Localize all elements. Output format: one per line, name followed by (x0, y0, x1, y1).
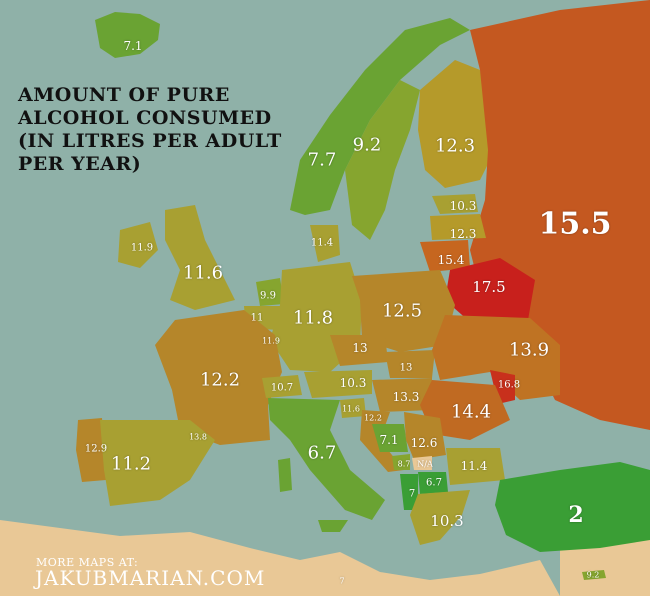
label-switzerland: 10.7 (270, 382, 294, 394)
label-romania: 14.4 (450, 401, 492, 423)
label-slovenia: 11.6 (342, 404, 360, 414)
turkey-shape (495, 462, 650, 552)
greece-shape (410, 490, 470, 545)
label-netherlands: 9.9 (260, 290, 276, 302)
label-norway: 7.7 (307, 149, 337, 171)
label-spain: 11.2 (110, 453, 152, 475)
label-croatia: 12.2 (364, 413, 382, 423)
slovenia-shape (340, 398, 366, 418)
label-germany: 11.8 (292, 307, 334, 329)
serbia-shape (404, 412, 446, 460)
footer-website-link[interactable]: jakubmarian.com (35, 566, 266, 590)
label-montenegro: 8.7 (397, 459, 411, 469)
label-belgium: 11 (250, 312, 264, 324)
label-albania: 7 (408, 488, 416, 500)
ukraine-shape (432, 315, 560, 400)
bosnia-shape (372, 424, 408, 452)
label-malta: 7 (339, 576, 345, 586)
estonia-shape (432, 194, 478, 214)
label-macedonia: 6.7 (426, 477, 442, 489)
label-denmark: 11.4 (310, 237, 334, 249)
montenegro-shape (392, 454, 410, 470)
label-estonia: 10.3 (449, 199, 477, 213)
label-bulgaria: 11.4 (460, 459, 488, 473)
label-greece: 10.3 (430, 512, 464, 530)
romania-shape (420, 380, 510, 440)
iceland-shape (95, 12, 160, 58)
united-kingdom-shape (165, 205, 235, 310)
label-andorra: 13.8 (189, 432, 207, 442)
label-finland: 12.3 (434, 135, 476, 157)
netherlands-shape (256, 278, 284, 306)
map-title: Amount of pure alcohol consumed (in litr… (18, 84, 318, 176)
label-latvia: 12.3 (449, 227, 477, 241)
hungary-shape (372, 378, 432, 412)
label-portugal: 12.9 (84, 443, 108, 455)
label-lithuania: 15.4 (437, 253, 465, 267)
label-ireland: 11.9 (130, 242, 154, 254)
title-line-2: alcohol consumed (18, 107, 272, 129)
switzerland-shape (262, 375, 302, 398)
portugal-shape (76, 418, 106, 482)
lithuania-shape (420, 240, 470, 272)
label-serbia: 12.6 (410, 436, 438, 450)
label-italy: 6.7 (307, 442, 337, 464)
bulgaria-shape (446, 448, 505, 485)
label-iceland: 7.1 (123, 39, 143, 53)
albania-shape (400, 474, 418, 510)
cyprus-shape (582, 570, 606, 580)
label-poland: 12.5 (381, 300, 423, 322)
austria-shape (304, 370, 372, 398)
footer-more-maps: More maps at: (36, 556, 139, 569)
label-united-kingdom: 11.6 (182, 262, 224, 284)
kosovo-shape (412, 456, 432, 470)
label-bosnia: 7.1 (379, 433, 399, 447)
france-shape (155, 310, 282, 445)
label-hungary: 13.3 (392, 390, 420, 404)
norway-shape (290, 18, 470, 215)
italy-shape (268, 398, 385, 520)
slovakia-shape (385, 350, 435, 378)
label-moldova: 16.8 (497, 379, 521, 391)
label-france: 12.2 (199, 369, 241, 391)
ireland-shape (118, 222, 158, 268)
label-russia: 15.5 (538, 206, 612, 242)
title-line-1: Amount of pure (18, 84, 230, 106)
label-turkey: 2 (568, 502, 584, 528)
sicily-shape (318, 520, 348, 532)
label-czech-republic: 13 (352, 341, 368, 355)
poland-shape (352, 270, 455, 352)
spain-shape (100, 420, 215, 506)
label-sweden: 9.2 (352, 134, 382, 156)
title-line-3: (in litres per adult (18, 130, 282, 152)
latvia-shape (430, 214, 486, 240)
label-luxembourg: 11.9 (262, 336, 280, 346)
denmark-shape (310, 225, 340, 262)
sardinia-shape (278, 458, 292, 492)
north-africa-land (0, 520, 560, 596)
title-line-4: per year) (18, 153, 142, 175)
macedonia-shape (418, 472, 448, 494)
label-kosovo: N/A (417, 459, 433, 469)
label-cyprus: 9.2 (586, 570, 600, 580)
label-ukraine: 13.9 (508, 339, 550, 361)
label-slovakia: 13 (399, 362, 413, 374)
label-austria: 10.3 (339, 376, 367, 390)
sweden-shape (345, 80, 420, 240)
label-belarus: 17.5 (472, 278, 506, 296)
belarus-shape (445, 258, 535, 322)
czech-shape (330, 335, 388, 366)
finland-shape (418, 60, 495, 188)
